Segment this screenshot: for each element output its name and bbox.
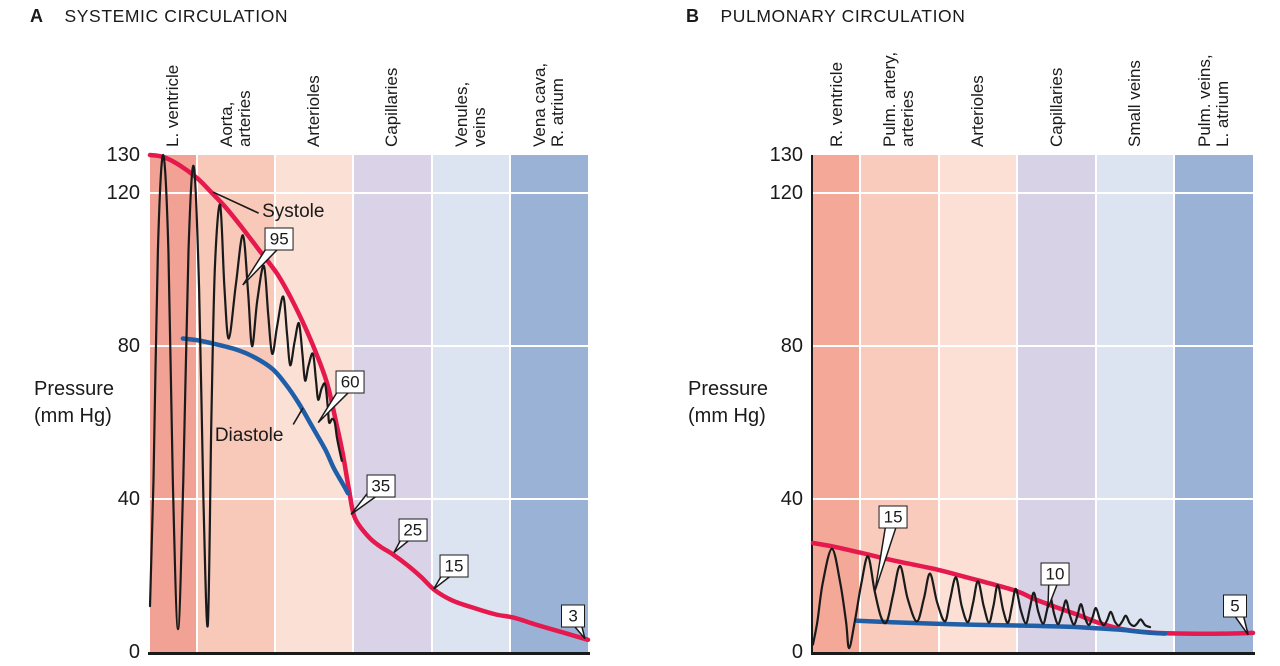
band-separator: [859, 155, 862, 652]
panel-a-letter: A: [30, 6, 44, 26]
column-label-line: R. ventricle: [826, 61, 846, 147]
column-label-l-ventricle: L. ventricle: [163, 64, 183, 147]
column-label-line: Arterioles: [967, 75, 987, 147]
column-label-line: R. atrium: [547, 78, 567, 147]
band-r-ventricle: [813, 155, 861, 652]
callout-15: 15: [878, 505, 908, 529]
band-separator: [1173, 155, 1176, 652]
column-label-line: arteries: [234, 90, 254, 147]
y-tick-0: 0: [128, 641, 140, 663]
callout-10: 10: [1040, 562, 1070, 586]
column-label-line: arteries: [898, 90, 918, 147]
annotation-diastole-leader: [292, 407, 304, 425]
band-arterioles: [938, 155, 1018, 652]
systolic-pressure-curve: [147, 152, 591, 643]
panel-a-header: A SYSTEMIC CIRCULATION: [30, 6, 288, 27]
band-separator: [937, 155, 940, 652]
y-tick-120: 120: [106, 182, 140, 205]
y-axis-label-line: (mm Hg): [688, 405, 766, 427]
panel-a-title: SYSTEMIC CIRCULATION: [64, 6, 289, 26]
band-separator: [1094, 155, 1097, 652]
column-label-capillaries: Capillaries: [382, 67, 402, 147]
annotation-systole-leader: [212, 191, 259, 214]
column-label-pulm-veins-l-atrium: Pulm. veins, L. atrium: [1194, 54, 1232, 147]
panel-b-letter: B: [686, 6, 700, 26]
column-label-venules-veins: Venules, veins: [451, 81, 489, 147]
column-label-line: Small veins: [1125, 60, 1145, 147]
column-label-line: Capillaries: [382, 67, 402, 147]
callout-15: 15: [439, 554, 469, 578]
pressure-curves-plot: [147, 152, 591, 643]
callout-95: 95: [264, 227, 294, 251]
callout-35: 35: [366, 474, 396, 498]
column-label-line: Capillaries: [1046, 67, 1066, 147]
y-axis-label-line: Pressure: [34, 378, 115, 400]
gridline-80: [813, 345, 1253, 348]
panel-b-header: B PULMONARY CIRCULATION: [686, 6, 966, 27]
gridline-120: [813, 192, 1253, 195]
callout-5: 5: [1222, 594, 1247, 618]
y-tick-0: 0: [791, 641, 803, 663]
callout-3: 3: [561, 604, 586, 628]
y-tick-80: 80: [117, 335, 140, 358]
band-capillaries: [353, 155, 432, 652]
band-separator: [1016, 155, 1019, 652]
column-label-line: Aorta,: [216, 101, 236, 147]
band-pulm-veins-l-atrium: [1174, 155, 1253, 652]
column-label-line: Arterioles: [304, 75, 324, 147]
diastolic-pressure-curve: [854, 618, 1168, 636]
band-separator: [508, 155, 511, 652]
y-axis-label: Pressure (mm Hg): [34, 376, 114, 430]
band-separator: [430, 155, 433, 652]
column-label-vena-cava-r-atrium: Vena cava, R. atrium: [529, 62, 567, 147]
column-label-line: Venules,: [451, 81, 471, 147]
column-label-line: Vena cava,: [529, 62, 549, 147]
column-label-pulm-artery-arteries: Pulm. artery, arteries: [880, 51, 918, 147]
annotation-diastole: Diastole: [214, 424, 284, 446]
column-label-small-veins: Small veins: [1125, 60, 1145, 147]
y-tick-120: 120: [769, 182, 803, 205]
x-axis-line: [811, 652, 1255, 655]
column-label-aorta-arteries: Aorta, arteries: [216, 90, 254, 147]
column-label-arterioles: Arterioles: [304, 75, 324, 147]
column-label-capillaries: Capillaries: [1046, 67, 1066, 147]
y-tick-80: 80: [780, 335, 803, 358]
pulsatile-pressure-curve: [148, 153, 343, 631]
gridline-120: [150, 192, 588, 195]
y-tick-40: 40: [117, 488, 140, 511]
pressure-curves-plot: [810, 514, 1256, 650]
column-label-arterioles: Arterioles: [967, 75, 987, 147]
y-tick-130: 130: [106, 144, 140, 166]
panel-b-title: PULMONARY CIRCULATION: [720, 6, 966, 26]
callout-60: 60: [335, 370, 365, 394]
column-label-line: Pulm. artery,: [880, 51, 900, 147]
x-axis-line: [148, 652, 590, 655]
band-separator: [352, 155, 355, 652]
callout-25: 25: [398, 518, 428, 542]
column-label-line: Pulm. veins,: [1194, 54, 1214, 147]
y-axis-label-line: Pressure: [688, 378, 769, 400]
band-separator: [274, 155, 277, 652]
y-axis-label: Pressure (mm Hg): [688, 376, 768, 430]
y-axis-line: [810, 155, 813, 654]
column-label-line: L. atrium: [1212, 80, 1232, 147]
y-tick-40: 40: [780, 488, 803, 511]
annotation-systole: Systole: [262, 200, 325, 222]
band-small-veins: [1095, 155, 1175, 652]
band-separator: [195, 155, 198, 652]
diastolic-pressure-curve: [180, 336, 351, 496]
column-label-line: L. ventricle: [163, 64, 183, 147]
band-vena-cava-r-atrium: [509, 155, 588, 652]
gridline-80: [150, 345, 588, 348]
column-label-r-ventricle: R. ventricle: [826, 61, 846, 147]
y-tick-130: 130: [769, 144, 803, 166]
gridline-40: [813, 498, 1253, 501]
pulsatile-pressure-curve: [811, 547, 1152, 650]
y-axis-label-line: (mm Hg): [34, 405, 112, 427]
column-label-line: veins: [469, 107, 489, 147]
